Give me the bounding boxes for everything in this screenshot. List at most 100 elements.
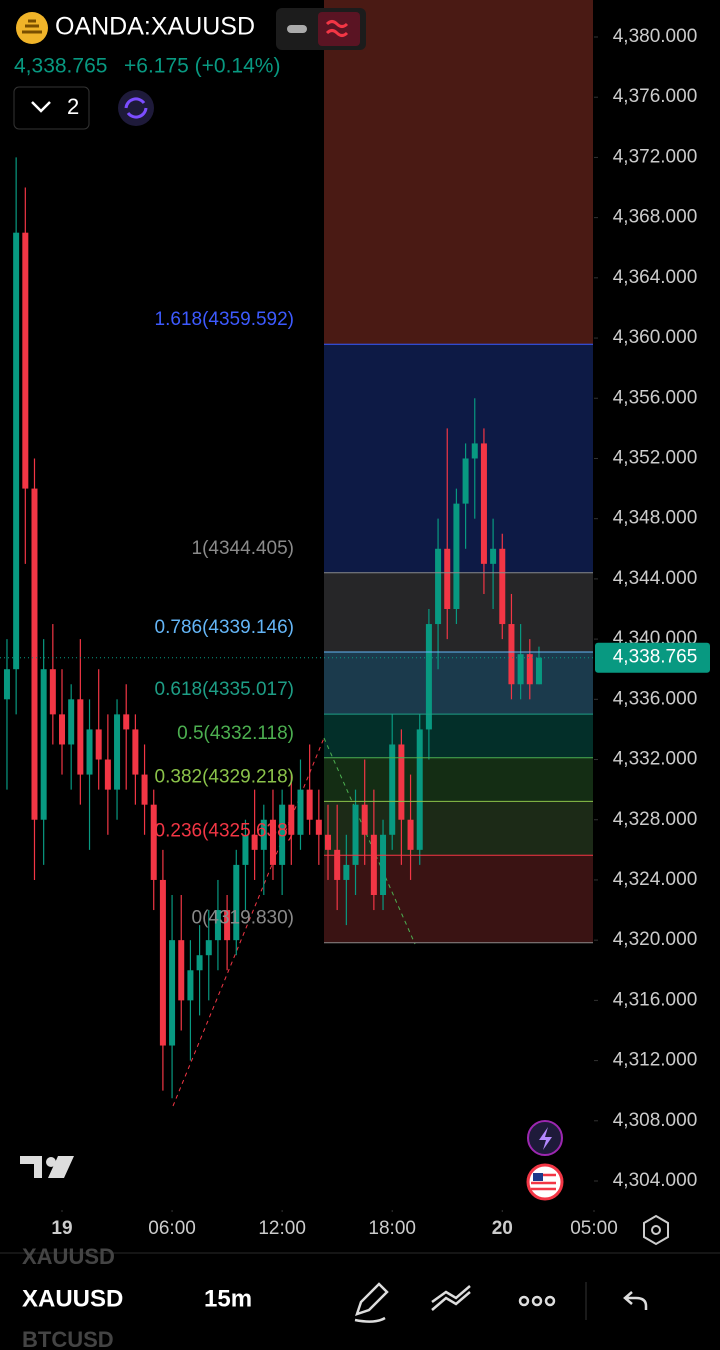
flag-stripes bbox=[531, 1173, 556, 1191]
footer-symbol[interactable]: XAUUSD bbox=[22, 1285, 123, 1312]
candle-body bbox=[480, 443, 487, 564]
candle-body bbox=[462, 458, 469, 504]
candle-body bbox=[490, 548, 497, 564]
candle-body bbox=[68, 699, 75, 745]
y-tick-label: 4,308.000 bbox=[613, 1110, 698, 1131]
fib-labels: 1.618(4359.592) 1(4344.405) 0.786(4339.146… bbox=[155, 309, 593, 944]
candle-body bbox=[132, 729, 139, 775]
candle-body bbox=[343, 864, 350, 880]
y-tick-label: 4,364.000 bbox=[613, 267, 698, 288]
candle-body bbox=[325, 834, 332, 850]
candle-body bbox=[407, 819, 414, 850]
y-tick-label: 4,376.000 bbox=[613, 86, 698, 107]
y-tick-label: 4,368.000 bbox=[613, 207, 698, 228]
y-tick-label: 4,328.000 bbox=[613, 809, 698, 830]
candle-body bbox=[86, 729, 93, 775]
candle-body bbox=[205, 940, 212, 956]
symbol-title[interactable]: OANDA:XAUUSD bbox=[55, 13, 255, 41]
y-tick-label: 4,332.000 bbox=[613, 749, 698, 770]
candle-body bbox=[95, 729, 102, 760]
candle-body bbox=[425, 624, 432, 730]
candle-body bbox=[214, 910, 221, 941]
fib-zone bbox=[324, 714, 593, 758]
candle-body bbox=[416, 729, 423, 850]
candle-body bbox=[187, 970, 194, 1001]
candle-body bbox=[398, 744, 405, 820]
refresh-button[interactable] bbox=[118, 90, 154, 126]
y-tick-label: 4,324.000 bbox=[613, 869, 698, 890]
x-tick-label: 06:00 bbox=[148, 1218, 196, 1239]
candle-body bbox=[251, 834, 258, 850]
fib-level-label: 0.618(4335.017) bbox=[155, 679, 294, 700]
y-tick-label: 4,304.000 bbox=[613, 1170, 698, 1191]
candle-body bbox=[315, 819, 322, 835]
candle-body bbox=[279, 804, 286, 865]
candle-body bbox=[123, 714, 130, 730]
fib-zone bbox=[324, 801, 593, 856]
candle-body bbox=[526, 654, 533, 685]
tv-logo bbox=[20, 1156, 74, 1178]
candle-body bbox=[370, 834, 377, 895]
candle-body bbox=[169, 940, 176, 1046]
trend-icon[interactable] bbox=[431, 1285, 471, 1311]
logo-glyph bbox=[22, 19, 42, 34]
fib-level-label: 0.5(4332.118) bbox=[177, 723, 294, 744]
y-tick-label: 4,356.000 bbox=[613, 387, 698, 408]
candle-body bbox=[224, 910, 231, 941]
candle-body bbox=[260, 819, 267, 850]
candle-body bbox=[389, 744, 396, 835]
candle-body bbox=[40, 669, 47, 820]
toggle-wave bbox=[318, 12, 360, 46]
y-tick-label: 4,372.000 bbox=[613, 146, 698, 167]
candle-body bbox=[444, 548, 451, 609]
settings-dot bbox=[651, 1225, 661, 1235]
candle-body bbox=[114, 714, 121, 790]
x-tick-label: 19 bbox=[51, 1218, 72, 1239]
fib-zone bbox=[324, 0, 593, 345]
candle-body bbox=[59, 714, 66, 745]
more-icon[interactable] bbox=[518, 1295, 556, 1307]
candle-body bbox=[159, 879, 166, 1046]
candle-body bbox=[517, 654, 524, 685]
draw-icon[interactable] bbox=[354, 1282, 389, 1323]
fib-level-label: 1.618(4359.592) bbox=[155, 309, 294, 330]
y-tick-label: 4,336.000 bbox=[613, 688, 698, 709]
price-change: +6.175 (+0.14%) bbox=[124, 55, 280, 78]
candle-body bbox=[3, 669, 10, 700]
fib-zone bbox=[324, 651, 593, 715]
prev-symbol: XAUUSD bbox=[22, 1244, 115, 1269]
candle-body bbox=[233, 864, 240, 941]
candle-body bbox=[13, 232, 20, 670]
candle-body bbox=[453, 503, 460, 609]
candle-body bbox=[306, 789, 313, 820]
candle-body bbox=[77, 699, 84, 775]
y-tick-label: 4,312.000 bbox=[613, 1050, 698, 1071]
candle-body bbox=[435, 548, 442, 625]
candle-body bbox=[297, 789, 304, 835]
fib-level-label: 0.236(4325.638) bbox=[155, 820, 294, 841]
chevron bbox=[31, 101, 51, 113]
x-tick-label: 05:00 bbox=[570, 1218, 618, 1239]
fib-trend-line bbox=[323, 737, 416, 945]
layout-button[interactable] bbox=[13, 86, 90, 130]
y-tick-label: 4,348.000 bbox=[613, 508, 698, 529]
candle-body bbox=[242, 834, 249, 865]
symbol-logo bbox=[16, 12, 48, 44]
interval[interactable]: 15m bbox=[204, 1285, 252, 1312]
x-tick-label: 12:00 bbox=[258, 1218, 306, 1239]
candle-body bbox=[178, 940, 185, 1001]
undo-icon[interactable] bbox=[623, 1291, 648, 1310]
candle-body bbox=[288, 804, 295, 835]
tv-logo-dot bbox=[46, 1157, 56, 1167]
flash-icon bbox=[539, 1127, 552, 1150]
settings-icon[interactable] bbox=[643, 1214, 669, 1246]
layout-count: 2 bbox=[67, 94, 79, 119]
y-tick-label: 4,352.000 bbox=[613, 447, 698, 468]
candle-body bbox=[22, 232, 29, 489]
y-tick-label: 4,316.000 bbox=[613, 989, 698, 1010]
candle-body bbox=[141, 774, 148, 805]
y-tick-label: 4,344.000 bbox=[613, 568, 698, 589]
candle-body bbox=[352, 804, 359, 865]
next-symbol: BTCUSD bbox=[22, 1327, 114, 1350]
